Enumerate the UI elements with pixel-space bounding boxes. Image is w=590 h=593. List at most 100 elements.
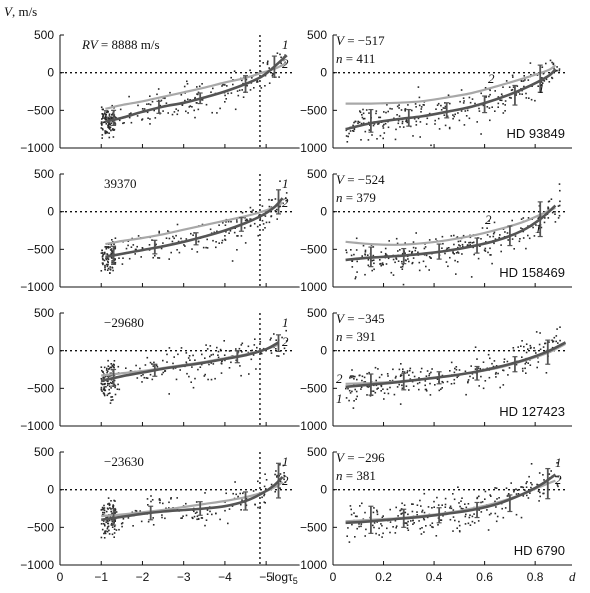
- data-point: [248, 373, 250, 375]
- data-point: [382, 515, 384, 517]
- data-point: [360, 523, 363, 525]
- data-point: [194, 96, 196, 99]
- data-point: [529, 364, 532, 366]
- data-point: [552, 63, 555, 66]
- data-point: [530, 98, 533, 101]
- data-point: [537, 356, 539, 359]
- data-point: [347, 387, 349, 390]
- data-point: [417, 86, 420, 88]
- data-point: [494, 487, 496, 489]
- data-point: [413, 522, 415, 524]
- mean-velocity-annotation: V = −524: [336, 172, 385, 187]
- data-point: [153, 361, 155, 364]
- data-point: [100, 270, 103, 272]
- data-point: [472, 241, 475, 244]
- data-point: [285, 340, 288, 342]
- data-point: [520, 345, 522, 347]
- data-point: [513, 248, 515, 250]
- data-point: [111, 512, 113, 515]
- data-point: [125, 367, 127, 369]
- data-point: [266, 62, 269, 64]
- data-point: [430, 371, 432, 374]
- data-point: [504, 507, 507, 509]
- data-point: [551, 211, 554, 214]
- data-point: [212, 239, 214, 242]
- data-point: [107, 258, 110, 260]
- data-point: [154, 117, 157, 119]
- data-point: [283, 478, 285, 481]
- data-point: [254, 503, 256, 506]
- data-point: [479, 367, 482, 370]
- data-point: [104, 246, 106, 248]
- data-point: [351, 390, 353, 393]
- data-point: [170, 251, 172, 254]
- data-point: [418, 381, 421, 384]
- data-point: [139, 367, 141, 370]
- data-point: [389, 386, 391, 389]
- data-point: [260, 352, 262, 354]
- data-point: [168, 258, 170, 260]
- data-point: [108, 127, 110, 129]
- data-point: [382, 532, 384, 535]
- data-point: [529, 347, 532, 350]
- data-point: [275, 470, 277, 472]
- data-point: [110, 363, 112, 365]
- data-point: [494, 500, 496, 503]
- data-point: [209, 355, 211, 358]
- data-point: [478, 107, 480, 110]
- data-point: [512, 349, 515, 352]
- data-point: [422, 260, 425, 263]
- data-point: [522, 495, 525, 497]
- data-point: [356, 260, 358, 263]
- data-point: [197, 240, 200, 243]
- data-point: [110, 500, 112, 502]
- data-point: [447, 265, 449, 268]
- data-point: [357, 122, 359, 125]
- curve-1-label: 1: [336, 391, 343, 406]
- data-point: [378, 122, 380, 125]
- data-point: [389, 508, 391, 511]
- data-point: [508, 96, 511, 99]
- data-point: [449, 256, 451, 259]
- data-point: [420, 106, 423, 108]
- data-point: [444, 497, 447, 500]
- data-point: [190, 232, 192, 235]
- data-point: [127, 240, 130, 242]
- data-point: [377, 387, 379, 389]
- data-point: [420, 533, 423, 535]
- data-point: [535, 331, 538, 333]
- data-point: [534, 349, 536, 352]
- data-point: [441, 374, 444, 377]
- data-point: [106, 384, 109, 387]
- data-point: [412, 135, 414, 137]
- data-point: [373, 268, 375, 271]
- data-point: [105, 510, 108, 513]
- data-point: [279, 53, 281, 56]
- data-point: [387, 257, 390, 260]
- data-point: [424, 246, 427, 248]
- data-point: [164, 97, 166, 100]
- data-point: [236, 90, 239, 92]
- data-point: [251, 211, 253, 213]
- data-point: [527, 348, 529, 350]
- data-point: [457, 252, 460, 254]
- data-point: [201, 83, 203, 85]
- data-point: [175, 108, 177, 110]
- data-point: [345, 387, 347, 390]
- data-point: [187, 112, 189, 114]
- data-point: [485, 241, 487, 243]
- data-point: [196, 102, 198, 104]
- data-point: [112, 269, 114, 272]
- data-point: [158, 257, 161, 259]
- data-point: [105, 258, 108, 261]
- y-tick-label: 0: [320, 205, 327, 219]
- data-point: [513, 490, 515, 493]
- y-tick-label: −500: [27, 381, 54, 395]
- data-point: [524, 367, 526, 370]
- data-point: [240, 374, 242, 377]
- data-point: [452, 251, 454, 253]
- data-point: [372, 390, 375, 392]
- data-point: [453, 234, 455, 237]
- data-point: [383, 132, 386, 134]
- data-point: [442, 107, 445, 109]
